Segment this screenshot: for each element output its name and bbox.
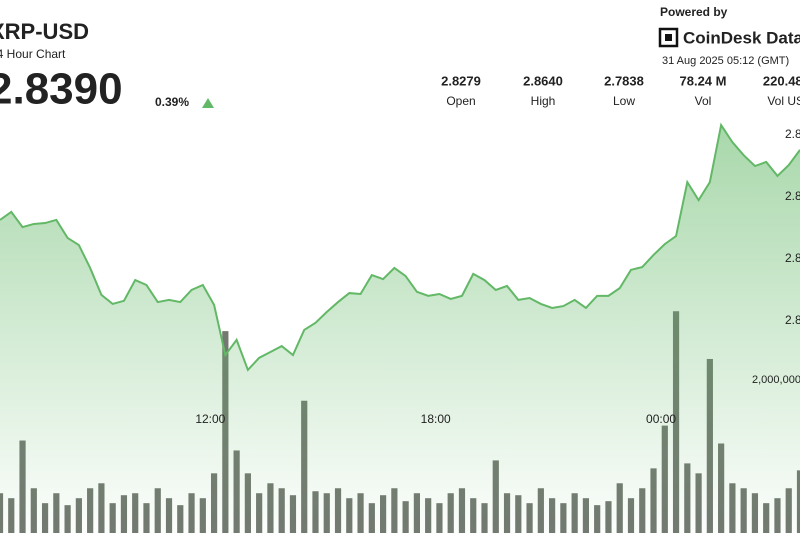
price: 2.8390	[0, 65, 123, 114]
up-arrow	[202, 98, 214, 108]
y-tick-label: 2.84	[785, 189, 800, 203]
y-tick-label: 2.8	[785, 313, 800, 327]
x-tick-label: 12:00	[195, 412, 225, 426]
stat-label: High	[531, 94, 556, 108]
stat-value: 2.8279	[441, 73, 481, 88]
stat-label: Open	[446, 94, 475, 108]
stat-label: Low	[613, 94, 635, 108]
price-line	[0, 122, 800, 372]
x-tick-label: 18:00	[421, 412, 451, 426]
timestamp: 31 Aug 2025 05:12 (GMT)	[662, 55, 789, 67]
y2-tick-label: 2,000,000	[752, 374, 800, 386]
symbol: XRP-USD	[0, 19, 89, 44]
powered-by: Powered by	[660, 5, 728, 19]
subtitle: 24 Hour Chart	[0, 47, 66, 61]
brand: CoinDesk Data	[683, 28, 800, 47]
stat-value: 2.8640	[523, 73, 563, 88]
stat-value: 2.7838	[604, 73, 644, 88]
x-tick-label: 00:00	[646, 412, 676, 426]
stats: 2.8279 Open 2.8640 High 2.7838 Low 78.24 M Vol 2…	[441, 73, 800, 108]
price-area	[0, 125, 800, 533]
plot: 2.82.822.842.862,000,00006:0012:0018:000…	[0, 122, 800, 533]
logo	[658, 27, 679, 48]
logo-inner	[665, 34, 672, 41]
stat-label: Vol USD	[767, 94, 800, 108]
change: 0.39%	[155, 95, 189, 109]
y-tick-label: 2.86	[785, 127, 800, 141]
y-tick-label: 2.82	[785, 251, 800, 265]
stat-label: Vol	[695, 94, 712, 108]
stat-value: 78.24 M	[680, 73, 727, 88]
stat-value: 220.48 M	[763, 73, 800, 88]
